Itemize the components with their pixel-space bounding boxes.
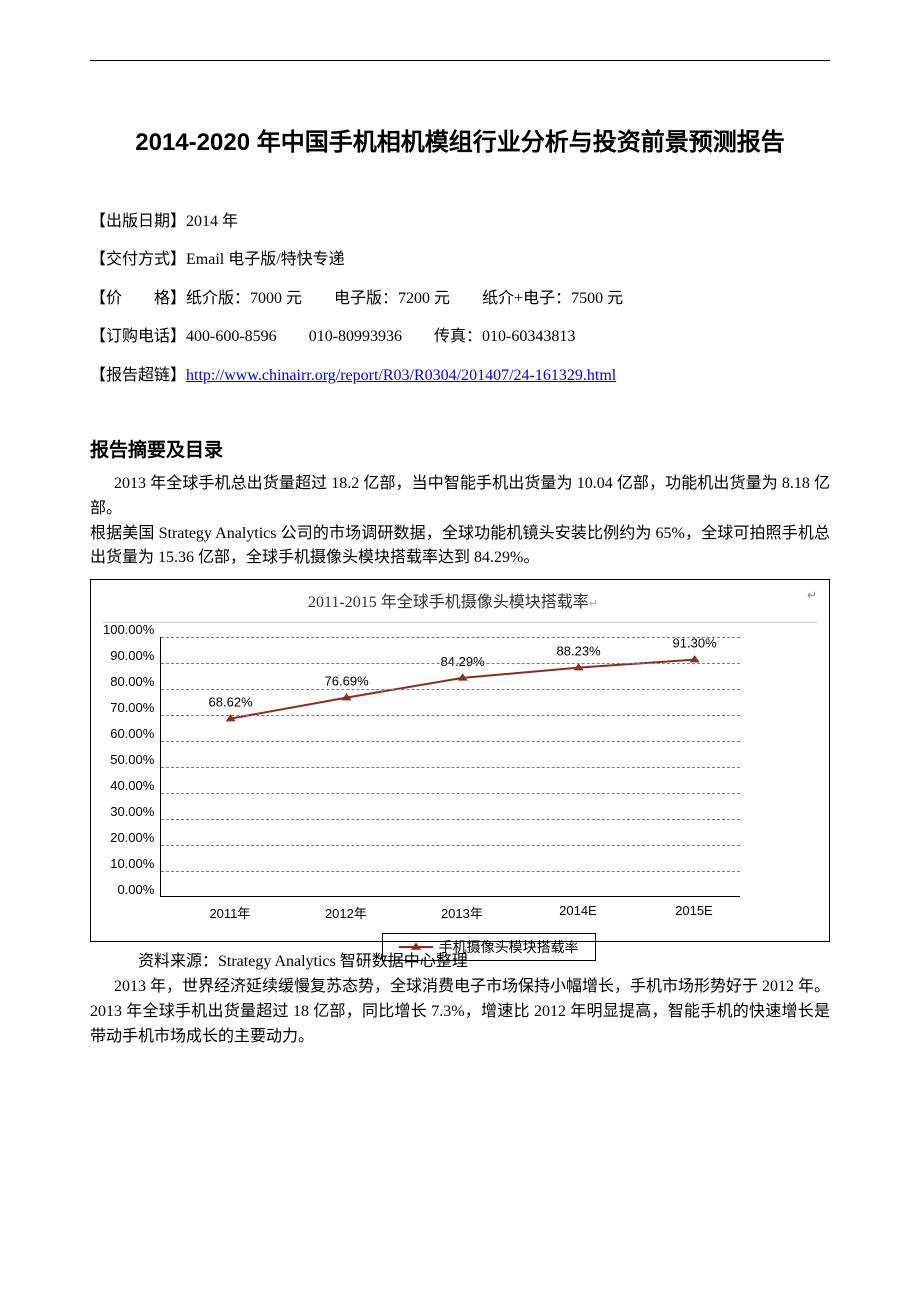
- meta-row-pubdate: 【出版日期】2014 年: [90, 203, 830, 241]
- x-tick-label: 2013年: [427, 903, 497, 922]
- meta-block: 【出版日期】2014 年 【交付方式】Email 电子版/特快专递 【价 格】纸…: [90, 203, 830, 395]
- meta-row-delivery: 【交付方式】Email 电子版/特快专递: [90, 241, 830, 279]
- chart-marker: [342, 693, 352, 700]
- chart-edge-glyph: ↵: [803, 588, 817, 618]
- meta-value-order-phone2: 010-80993936: [309, 328, 402, 345]
- chart-value-label: 88.23%: [557, 644, 602, 659]
- chart-figure: 2011-2015 年全球手机摄像头模块搭载率↵ ↵ 100.00%90.00%…: [90, 579, 830, 942]
- meta-row-price: 【价 格】纸介版：7000 元 电子版：7200 元 纸介+电子：7500 元: [90, 280, 830, 318]
- meta-label-order: 【订购电话】: [90, 328, 186, 345]
- report-hyperlink[interactable]: http://www.chinairr.org/report/R03/R0304…: [186, 367, 616, 384]
- gridline: [161, 663, 740, 664]
- chart-x-axis: 2011年 2012年 2013年 2014E 2015E: [160, 903, 740, 923]
- meta-value-fax: 010-60343813: [482, 328, 575, 345]
- meta-row-link: 【报告超链】http://www.chinairr.org/report/R03…: [90, 357, 830, 395]
- top-rule: [90, 60, 830, 61]
- meta-value-delivery: Email 电子版/特快专递: [186, 251, 345, 268]
- meta-label-price: 【价 格】: [90, 290, 186, 307]
- chart-title-row: 2011-2015 年全球手机摄像头模块搭载率↵ ↵: [103, 588, 817, 623]
- document-title: 2014-2020 年中国手机相机模组行业分析与投资前景预测报告: [90, 119, 830, 167]
- chart-value-label: 84.29%: [441, 654, 486, 669]
- paragraph-2: 根据美国 Strategy Analytics 公司的市场调研数据，全球功能机镜…: [90, 522, 830, 572]
- chart-title: 2011-2015 年全球手机摄像头模块搭载率↵: [103, 588, 803, 612]
- x-tick-label: 2011年: [195, 903, 265, 922]
- meta-label-delivery: 【交付方式】: [90, 251, 186, 268]
- paragraph-3: 2013 年，世界经济延续缓慢复苏态势，全球消费电子市场保持小幅增长，手机市场形…: [90, 975, 830, 1049]
- chart-area: 100.00%90.00%80.00%70.00%60.00%50.00%40.…: [103, 633, 817, 933]
- chart-legend: 手机摄像头模块搭载率: [382, 933, 596, 961]
- chart-marker: [690, 655, 700, 662]
- meta-value-price-elec: 电子版：7200 元: [334, 290, 450, 307]
- meta-value-price-paper: 纸介版：7000 元: [186, 290, 302, 307]
- meta-label-link: 【报告超链】: [90, 367, 186, 384]
- meta-label-fax: 传真：: [434, 328, 482, 345]
- meta-value-order-phone1: 400-600-8596: [186, 328, 277, 345]
- gridline: [161, 793, 740, 794]
- chart-marker: [458, 673, 468, 680]
- meta-row-order: 【订购电话】400-600-8596 010-80993936 传真：010-6…: [90, 318, 830, 356]
- x-tick-label: 2015E: [659, 903, 729, 918]
- chart-value-label: 76.69%: [325, 674, 370, 689]
- section-heading-summary: 报告摘要及目录: [90, 435, 830, 462]
- chart-value-label: 68.62%: [209, 695, 254, 710]
- meta-value-price-both: 纸介+电子：7500 元: [482, 290, 623, 307]
- paragraph-1: 2013 年全球手机总出货量超过 18.2 亿部，当中智能手机出货量为 10.0…: [90, 472, 830, 522]
- gridline: [161, 637, 740, 638]
- legend-marker-icon: [399, 941, 433, 953]
- gridline: [161, 819, 740, 820]
- legend-label: 手机摄像头模块搭载率: [439, 937, 579, 957]
- gridline: [161, 741, 740, 742]
- chart-y-axis: 100.00%90.00%80.00%70.00%60.00%50.00%40.…: [103, 637, 160, 897]
- gridline: [161, 871, 740, 872]
- gridline: [161, 715, 740, 716]
- gridline: [161, 689, 740, 690]
- chart-plot-wrap: 68.62%76.69%84.29%88.23%91.30% 2011年2012…: [160, 633, 817, 933]
- meta-label-pubdate: 【出版日期】: [90, 213, 186, 230]
- meta-value-pubdate: 2014 年: [186, 213, 238, 230]
- x-tick-label: 2012年: [311, 903, 381, 922]
- chart-plot: 68.62%76.69%84.29%88.23%91.30%: [160, 637, 740, 897]
- gridline: [161, 845, 740, 846]
- gridline: [161, 767, 740, 768]
- chart-marker: [574, 663, 584, 670]
- x-tick-label: 2014E: [543, 903, 613, 918]
